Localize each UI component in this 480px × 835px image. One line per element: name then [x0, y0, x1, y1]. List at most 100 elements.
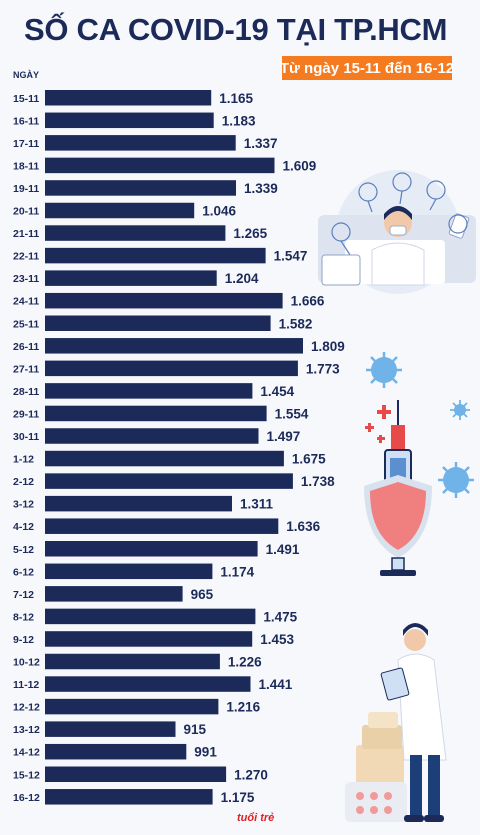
value-label: 1.491 — [266, 542, 300, 557]
category-label: 14-12 — [13, 747, 40, 759]
bar-13-12 — [45, 721, 176, 737]
bar-14-12 — [45, 743, 187, 760]
value-label: 1.738 — [301, 474, 335, 489]
category-label: 15-11 — [13, 93, 39, 105]
doctor-phone-illustration — [318, 170, 476, 294]
value-label: 1.226 — [228, 655, 262, 670]
bar-22-11 — [45, 247, 266, 264]
bar-30-11 — [45, 428, 259, 444]
category-label: 7-12 — [13, 589, 34, 601]
value-label: 1.554 — [275, 406, 309, 421]
plus-icon — [365, 405, 391, 443]
syringe-shield-icon — [364, 400, 432, 576]
bar-2-12 — [45, 473, 293, 489]
value-label: 1.453 — [260, 632, 294, 647]
value-label: 1.265 — [233, 226, 267, 241]
category-label: 16-12 — [13, 792, 40, 804]
category-label: 6-12 — [13, 566, 34, 578]
value-label: 1.270 — [234, 767, 268, 782]
bar-26-11 — [45, 338, 303, 354]
value-label: 1.174 — [220, 564, 254, 579]
virus-icon — [366, 352, 402, 388]
bar-11-12 — [45, 676, 251, 692]
bar-25-11 — [45, 315, 271, 331]
bar-9-12 — [45, 631, 253, 647]
value-label: 991 — [194, 745, 217, 760]
axis-label: NGÀY — [13, 70, 40, 80]
value-label: 1.441 — [259, 677, 293, 692]
value-label: 1.475 — [263, 609, 297, 624]
category-label: 4-12 — [13, 521, 34, 533]
category-label: 28-11 — [13, 386, 39, 398]
category-label: 1-12 — [13, 454, 34, 466]
value-label: 1.183 — [222, 113, 256, 128]
value-label: 915 — [184, 722, 207, 737]
bar-15-11 — [45, 90, 212, 106]
value-label: 1.547 — [274, 249, 308, 264]
bar-10-12 — [45, 653, 220, 670]
bar-24-11 — [45, 292, 283, 309]
value-label: 1.165 — [219, 91, 253, 106]
category-label: 23-11 — [13, 273, 39, 285]
category-label: 20-11 — [13, 206, 39, 218]
category-label: 29-11 — [13, 408, 39, 420]
category-label: 8-12 — [13, 611, 34, 623]
value-label: 1.216 — [226, 700, 260, 715]
value-label: 1.582 — [279, 316, 313, 331]
category-label: 18-11 — [13, 160, 39, 172]
bar-6-12 — [45, 563, 213, 580]
category-label: 10-12 — [13, 657, 40, 669]
category-label: 13-12 — [13, 724, 40, 736]
category-label: 24-11 — [13, 296, 39, 308]
virus-icon — [450, 400, 470, 420]
category-label: 2-12 — [13, 476, 34, 488]
category-label: 25-11 — [13, 318, 39, 330]
value-label: 1.773 — [306, 361, 340, 376]
bar-18-11 — [45, 157, 275, 174]
value-label: 1.454 — [260, 384, 294, 399]
category-label: 3-12 — [13, 499, 34, 511]
bar-7-12 — [45, 586, 183, 602]
brand-logo: tuổi trẻ — [237, 812, 275, 824]
doctor-clipboard-illustration — [345, 623, 447, 822]
value-label: 1.046 — [202, 204, 236, 219]
value-label: 1.337 — [244, 136, 278, 151]
virus-icon — [438, 462, 474, 498]
bar-5-12 — [45, 541, 258, 557]
value-label: 1.204 — [225, 271, 259, 286]
value-label: 1.339 — [244, 181, 278, 196]
value-label: 1.636 — [286, 519, 320, 534]
bar-15-12 — [45, 766, 227, 782]
bar-16-11 — [45, 112, 214, 129]
bar-3-12 — [45, 495, 232, 512]
category-label: 15-12 — [13, 769, 40, 781]
category-label: 19-11 — [13, 183, 39, 195]
value-label: 1.666 — [291, 294, 325, 309]
category-label: 21-11 — [13, 228, 39, 240]
bar-4-12 — [45, 518, 279, 534]
category-label: 30-11 — [13, 431, 39, 443]
value-label: 1.809 — [311, 339, 345, 354]
date-range-badge: Từ ngày 15-11 đến 16-12 — [280, 56, 454, 80]
page-title: SỐ CA COVID-19 TẠI TP.HCM — [24, 12, 448, 47]
value-label: 1.175 — [221, 790, 255, 805]
category-label: 9-12 — [13, 634, 34, 646]
bar-16-12 — [45, 789, 213, 805]
value-label: 1.675 — [292, 452, 326, 467]
category-label: 12-12 — [13, 702, 40, 714]
bar-1-12 — [45, 450, 284, 467]
bar-21-11 — [45, 225, 226, 241]
bar-27-11 — [45, 360, 298, 377]
value-label: 1.497 — [267, 429, 301, 444]
bar-29-11 — [45, 405, 267, 422]
bar-17-11 — [45, 135, 236, 151]
value-label: 1.311 — [240, 497, 274, 512]
bar-19-11 — [45, 180, 236, 196]
value-label: 1.609 — [283, 158, 317, 173]
category-label: 26-11 — [13, 341, 39, 353]
category-label: 22-11 — [13, 251, 39, 263]
category-label: 17-11 — [13, 138, 39, 150]
bar-20-11 — [45, 202, 195, 219]
category-label: 11-12 — [13, 679, 39, 691]
